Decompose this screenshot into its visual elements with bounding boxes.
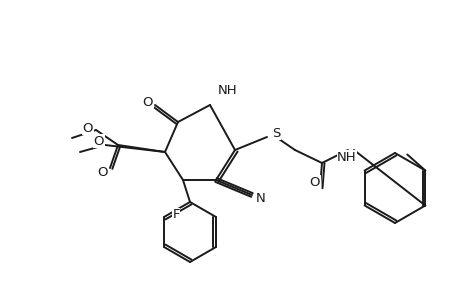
Text: O: O (94, 134, 104, 148)
Text: O: O (83, 122, 93, 134)
Text: N: N (256, 191, 265, 205)
Text: S: S (271, 127, 280, 140)
Text: O: O (309, 176, 319, 188)
Text: NH: NH (218, 84, 237, 97)
Text: NH: NH (336, 151, 356, 164)
Text: O: O (142, 95, 153, 109)
Text: F: F (172, 208, 179, 221)
Text: O: O (98, 166, 108, 178)
